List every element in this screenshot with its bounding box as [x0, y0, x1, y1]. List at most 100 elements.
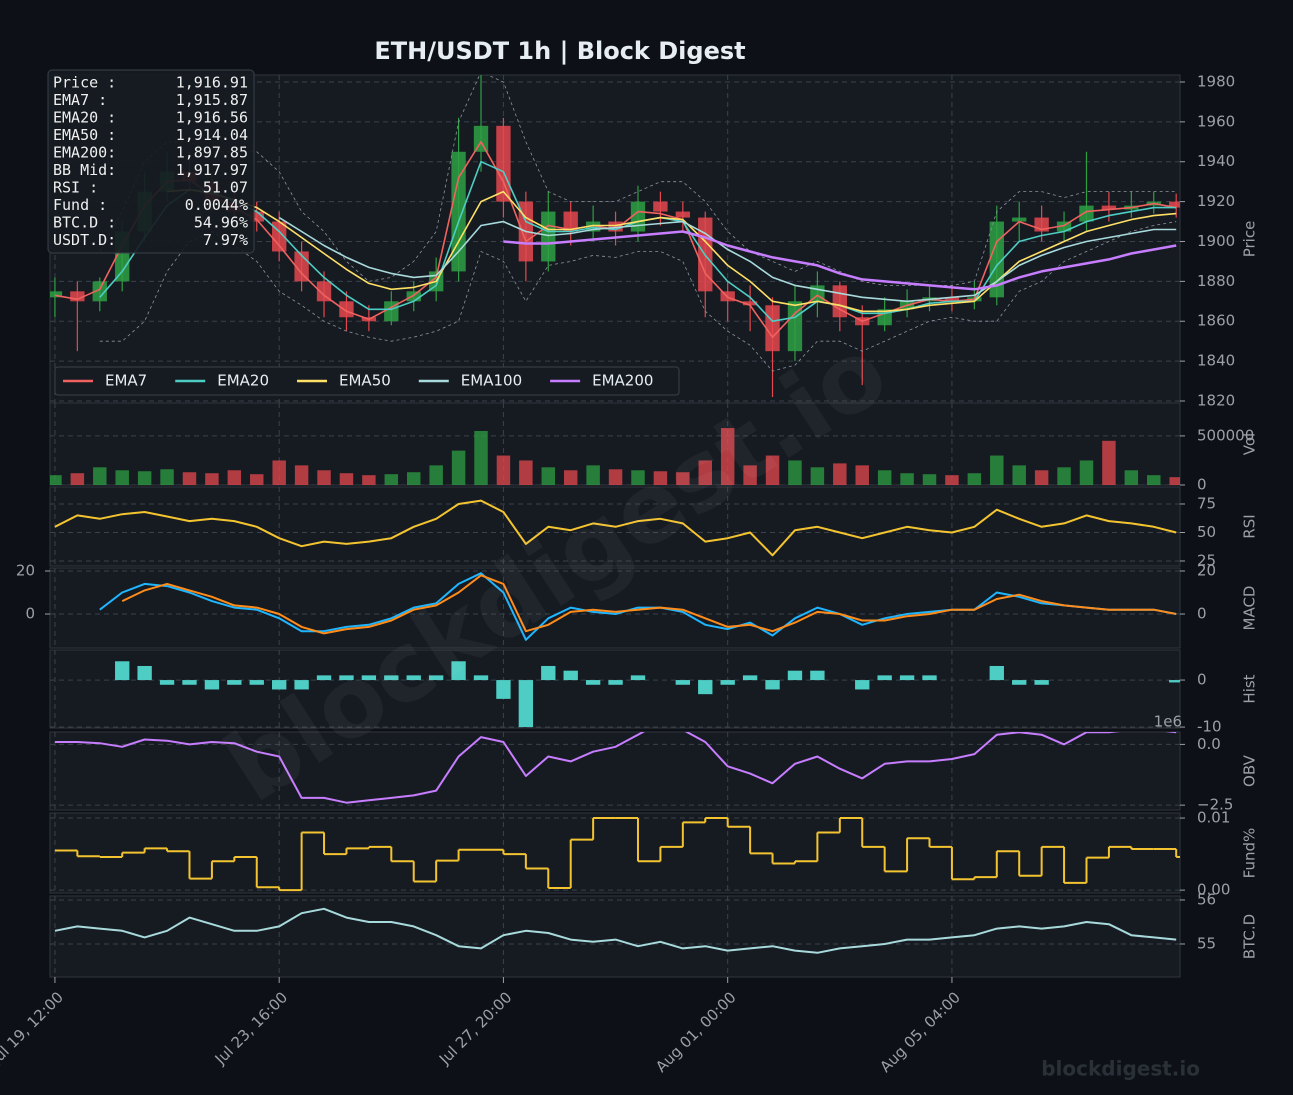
candle-body [608, 221, 623, 232]
panel [50, 487, 1180, 566]
info-value: 54.96% [194, 214, 248, 232]
histogram-bar [563, 670, 578, 681]
volume-bar [967, 473, 982, 485]
legend-label: EMA7 [105, 372, 147, 390]
y-axis-label: OBV [1241, 754, 1259, 787]
y-tick-label: 25 [1197, 551, 1216, 569]
volume-bar [900, 473, 914, 485]
candle-body [1101, 205, 1117, 210]
info-value: 1,914.04 [176, 126, 248, 144]
histogram-bar [182, 680, 197, 685]
volume-bar [227, 470, 242, 485]
histogram-bar [765, 680, 780, 690]
histogram-bar [384, 675, 399, 681]
indicator-line [99, 572, 1177, 641]
info-value: 0.0044% [185, 196, 248, 214]
indicator-line [54, 499, 1177, 557]
candle-body [563, 211, 578, 232]
histogram-bar [608, 680, 623, 685]
panel [50, 732, 1180, 810]
volume-bar [720, 428, 735, 485]
histogram-bar [451, 661, 466, 681]
candle-body [1169, 201, 1180, 208]
volume-bar [115, 470, 129, 485]
candle-body [473, 125, 489, 152]
volume-bar [160, 469, 174, 485]
panel [50, 403, 1180, 485]
candle-body [765, 305, 780, 352]
info-label: EMA7 : [53, 91, 107, 109]
panel [50, 650, 1180, 728]
histogram-bar [855, 680, 870, 690]
ema-line [278, 216, 1177, 303]
volume-bar [384, 474, 399, 485]
volume-bar [272, 460, 286, 485]
histogram-bar [675, 680, 691, 685]
y-tick-label: 20 [1197, 562, 1216, 580]
histogram-bar [473, 675, 489, 681]
volume-bar [339, 473, 354, 485]
candle-body [92, 281, 107, 302]
histogram-bar [698, 680, 713, 695]
histogram-bar [249, 680, 264, 685]
volume-bar [496, 455, 511, 485]
indicator-line [54, 732, 1177, 804]
panel-background [49, 812, 1181, 894]
volume-bar [1057, 467, 1071, 485]
y-tick-label: 500000 [1197, 426, 1254, 444]
volume-bar [70, 473, 85, 485]
candle-body [541, 211, 556, 262]
y-tick-label: 1940 [1197, 152, 1235, 170]
info-value: 1,916.56 [176, 109, 248, 127]
volume-bar [945, 475, 959, 485]
candle-body [630, 201, 646, 232]
volume-bar [317, 470, 331, 485]
candle-body [1012, 217, 1027, 222]
info-value: 7.97% [203, 231, 248, 249]
histogram-bar [137, 665, 152, 681]
y-tick-label: 0 [1197, 476, 1207, 494]
volume-bar [362, 475, 376, 485]
volume-bar [608, 469, 623, 485]
candle-body [249, 211, 264, 222]
histogram-bar [1169, 680, 1180, 683]
y-tick-label: 0 [1197, 605, 1207, 623]
histogram-bar [720, 680, 735, 685]
y-tick-label: 1900 [1197, 232, 1235, 250]
legend-label: EMA100 [461, 372, 522, 390]
indicator-line [54, 907, 1177, 954]
info-value: 51.07 [203, 179, 248, 197]
y-tick-label: 50 [1197, 523, 1216, 541]
panel-background [49, 895, 1181, 978]
candle-body [70, 291, 85, 302]
histogram-bar [922, 675, 937, 681]
y-tick-label: 1980 [1197, 72, 1235, 90]
candle-body [1056, 221, 1072, 232]
legend-label: EMA200 [592, 372, 653, 390]
info-box [47, 69, 255, 254]
histogram-bar [518, 680, 534, 728]
volume-bar [451, 450, 466, 485]
volume-bar [922, 474, 937, 485]
histogram-bar [630, 675, 646, 681]
panel [50, 813, 1180, 893]
candle-body [496, 125, 511, 202]
bollinger-upper [99, 75, 1177, 286]
volume-bar [1169, 477, 1180, 485]
histogram-bar [115, 661, 130, 681]
histogram-bar [496, 680, 511, 699]
y-axis-label: Vol [1241, 433, 1259, 455]
histogram-bar [361, 675, 377, 681]
volume-bar [765, 455, 780, 485]
y-axis-label: MACD [1241, 586, 1259, 631]
histogram-bar [877, 675, 892, 681]
info-label: EMA20 : [53, 109, 116, 127]
info-value: 1,915.87 [176, 91, 248, 109]
histogram-bar [1034, 680, 1049, 685]
y-tick-label: 0.01 [1197, 809, 1230, 827]
volume-bar [137, 471, 152, 485]
histogram-bar [159, 680, 175, 685]
volume-bar [743, 465, 757, 485]
info-label: RSI : [53, 179, 98, 197]
y-tick-label: 1960 [1197, 112, 1235, 130]
